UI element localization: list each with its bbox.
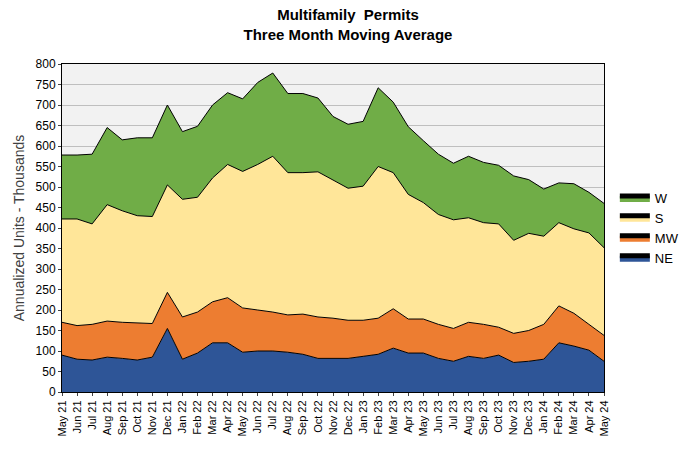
svg-text:Jul 23: Jul 23: [447, 400, 459, 429]
svg-text:Oct 21: Oct 21: [131, 400, 143, 432]
svg-text:Mar 24: Mar 24: [567, 400, 579, 434]
svg-text:550: 550: [36, 160, 56, 174]
svg-text:Oct 23: Oct 23: [492, 400, 504, 432]
svg-text:Feb 22: Feb 22: [191, 400, 203, 434]
svg-text:300: 300: [36, 262, 56, 276]
svg-text:700: 700: [36, 98, 56, 112]
svg-text:250: 250: [36, 283, 56, 297]
svg-text:Sep 23: Sep 23: [477, 400, 489, 435]
svg-text:Jul 22: Jul 22: [266, 400, 278, 429]
svg-text:0: 0: [49, 385, 56, 399]
svg-text:150: 150: [36, 324, 56, 338]
svg-text:Feb 24: Feb 24: [552, 400, 564, 434]
svg-text:450: 450: [36, 201, 56, 215]
svg-text:400: 400: [36, 221, 56, 235]
svg-text:Multifamily PermitsThree Mont: Multifamily PermitsThree Month Moving Av…: [244, 6, 453, 43]
svg-text:350: 350: [36, 242, 56, 256]
svg-text:May 22: May 22: [236, 400, 248, 436]
svg-text:800: 800: [36, 57, 56, 71]
svg-text:May 24: May 24: [598, 400, 610, 436]
svg-text:Jun 22: Jun 22: [251, 400, 263, 433]
svg-text:650: 650: [36, 119, 56, 133]
svg-text:Jul 21: Jul 21: [86, 400, 98, 429]
svg-text:Apr 23: Apr 23: [402, 400, 414, 432]
svg-text:Jun 23: Jun 23: [432, 400, 444, 433]
svg-text:Dec 21: Dec 21: [161, 400, 173, 435]
svg-text:Mar 22: Mar 22: [206, 400, 218, 434]
svg-text:Aug 21: Aug 21: [101, 400, 113, 435]
svg-text:S: S: [655, 211, 664, 226]
svg-text:Oct 22: Oct 22: [312, 400, 324, 432]
svg-text:Sep 22: Sep 22: [296, 400, 308, 435]
svg-text:Aug 22: Aug 22: [281, 400, 293, 435]
svg-text:Aug 23: Aug 23: [462, 400, 474, 435]
svg-text:750: 750: [36, 78, 56, 92]
svg-text:Dec 23: Dec 23: [522, 400, 534, 435]
svg-text:Feb 23: Feb 23: [372, 400, 384, 434]
svg-text:Sep 21: Sep 21: [116, 400, 128, 435]
svg-text:May 23: May 23: [417, 400, 429, 436]
svg-text:Apr 22: Apr 22: [221, 400, 233, 432]
svg-text:200: 200: [36, 303, 56, 317]
svg-text:Mar 23: Mar 23: [387, 400, 399, 434]
svg-text:May 21: May 21: [56, 400, 68, 436]
svg-text:Annualized Units - Thousands: Annualized Units - Thousands: [11, 135, 27, 322]
svg-text:Nov 21: Nov 21: [146, 400, 158, 435]
svg-text:Apr 24: Apr 24: [583, 400, 595, 432]
svg-text:Jan 22: Jan 22: [176, 400, 188, 433]
svg-text:Jan 24: Jan 24: [537, 400, 549, 433]
svg-text:Jun 21: Jun 21: [71, 400, 83, 433]
svg-text:Nov 23: Nov 23: [507, 400, 519, 435]
svg-text:MW: MW: [655, 231, 679, 246]
svg-text:NE: NE: [655, 251, 673, 266]
svg-text:W: W: [655, 191, 668, 206]
svg-text:Dec 22: Dec 22: [342, 400, 354, 435]
svg-text:Jan 23: Jan 23: [357, 400, 369, 433]
svg-text:Nov 22: Nov 22: [327, 400, 339, 435]
svg-text:100: 100: [36, 344, 56, 358]
svg-text:600: 600: [36, 139, 56, 153]
svg-text:500: 500: [36, 180, 56, 194]
svg-text:50: 50: [42, 365, 56, 379]
